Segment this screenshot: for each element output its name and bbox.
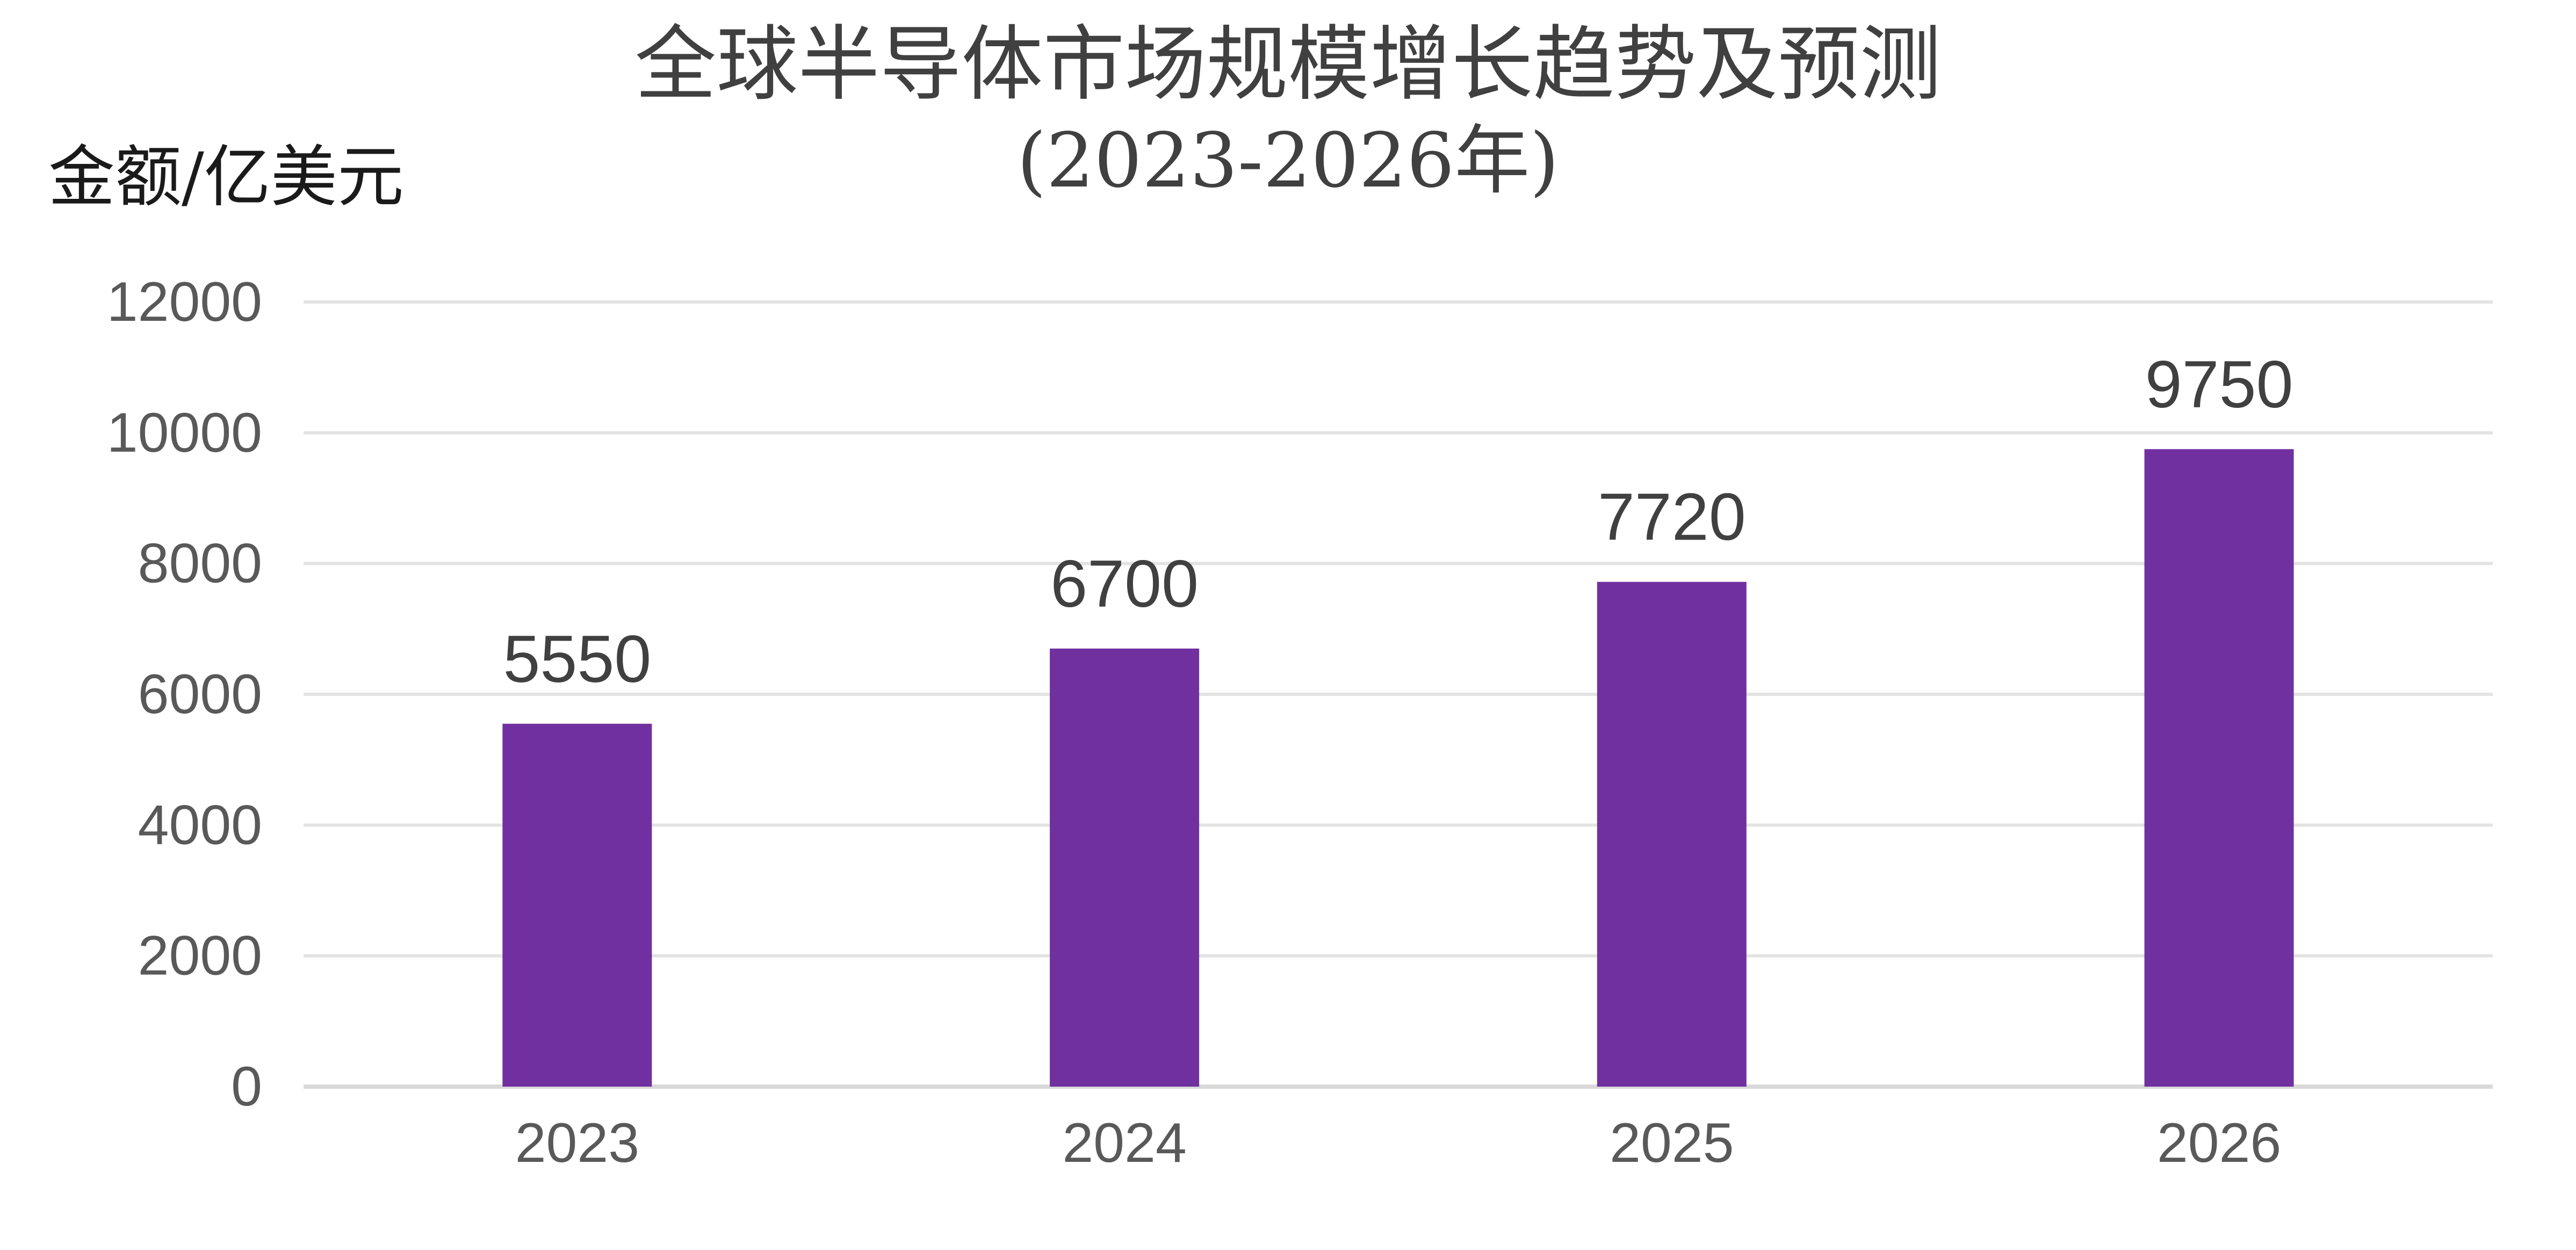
data-label-2023: 5550 xyxy=(503,622,651,696)
chart-title: 全球半导体市场规模增长趋势及预测 xyxy=(634,17,1942,112)
y-tick-label: 6000 xyxy=(138,663,262,725)
bar-2023 xyxy=(502,723,652,1087)
y-tick-label: 10000 xyxy=(107,401,262,464)
x-axis-ticks: 2023 2024 2025 2026 xyxy=(515,1112,2282,1174)
y-axis-ticks: 0 2000 4000 6000 8000 10000 12000 xyxy=(107,271,262,1118)
data-label-2026: 9750 xyxy=(2145,348,2293,422)
x-tick-label-2026: 2026 xyxy=(2157,1112,2281,1174)
y-tick-label: 4000 xyxy=(138,794,262,856)
y-axis-label: 金额/亿美元 xyxy=(48,139,404,216)
x-tick-label-2025: 2025 xyxy=(1610,1112,1734,1174)
y-tick-label: 0 xyxy=(231,1055,262,1118)
y-tick-label: 8000 xyxy=(138,533,262,595)
bar-2026 xyxy=(2144,449,2294,1087)
x-tick-label-2024: 2024 xyxy=(1062,1112,1186,1174)
data-labels: 5550 6700 7720 9750 xyxy=(503,348,2293,696)
bar-2024 xyxy=(1050,648,1200,1087)
y-tick-label: 12000 xyxy=(107,271,262,333)
x-tick-label-2023: 2023 xyxy=(515,1112,639,1174)
grid-lines xyxy=(304,300,2493,1089)
data-label-2024: 6700 xyxy=(1050,547,1199,621)
y-tick-label: 2000 xyxy=(138,925,262,987)
bars xyxy=(502,449,2294,1087)
bar-2025 xyxy=(1597,581,1747,1087)
data-label-2025: 7720 xyxy=(1598,480,1746,555)
chart-subtitle: (2023-2026年) xyxy=(1016,117,1560,205)
